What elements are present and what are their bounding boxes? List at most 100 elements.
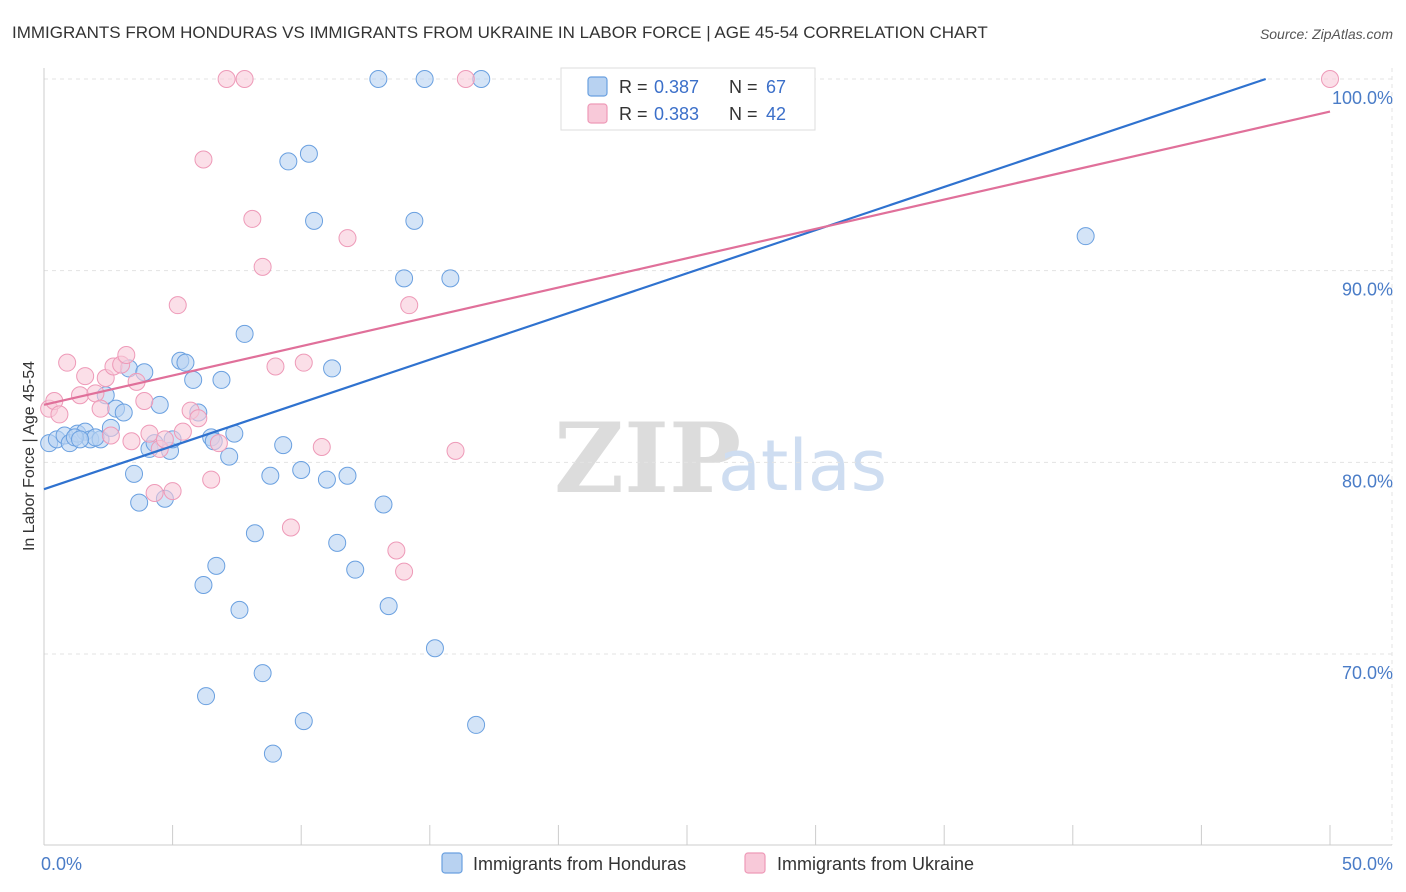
point-ukraine	[91, 399, 110, 418]
point-honduras	[263, 744, 282, 763]
chart-source: Source: ZipAtlas.com	[1260, 26, 1393, 42]
point-honduras	[405, 211, 424, 230]
legend-swatch-ukraine	[587, 103, 608, 124]
point-honduras	[317, 470, 336, 489]
legend-n-value-ukraine: 42	[766, 104, 786, 124]
point-honduras	[294, 712, 313, 731]
series-legend-label-ukraine: Immigrants from Ukraine	[777, 854, 974, 874]
legend-r-label-honduras: R =	[619, 77, 648, 97]
point-ukraine	[122, 432, 141, 451]
point-ukraine	[155, 430, 174, 449]
y-tick-label: 100.0%	[1332, 88, 1393, 108]
point-honduras	[395, 269, 414, 288]
point-honduras	[472, 70, 491, 88]
point-ukraine	[209, 434, 228, 453]
point-ukraine	[217, 70, 236, 88]
point-honduras	[150, 395, 169, 414]
point-ukraine	[140, 424, 159, 443]
point-honduras	[212, 370, 231, 389]
point-honduras	[274, 436, 293, 455]
point-ukraine	[387, 541, 406, 560]
point-ukraine	[281, 518, 300, 537]
point-ukraine	[163, 482, 182, 501]
point-ukraine	[173, 422, 192, 441]
point-honduras	[379, 597, 398, 616]
legend-r-value-honduras: 0.387	[654, 77, 699, 97]
point-ukraine	[456, 70, 475, 88]
point-honduras	[279, 152, 298, 171]
point-honduras	[369, 70, 388, 88]
point-honduras	[425, 639, 444, 658]
point-ukraine	[50, 405, 69, 424]
point-ukraine	[294, 353, 313, 372]
point-ukraine	[101, 426, 120, 445]
point-ukraine	[202, 470, 221, 489]
watermark-atlas: atlas	[718, 425, 887, 507]
point-honduras	[235, 324, 254, 343]
point-ukraine	[145, 484, 164, 502]
point-ukraine	[400, 296, 419, 315]
scatter-points	[40, 70, 1339, 763]
point-ukraine	[76, 367, 95, 386]
point-ukraine	[312, 438, 331, 456]
x-tick-label: 0.0%	[41, 854, 82, 874]
point-honduras	[299, 144, 318, 163]
y-tick-label: 70.0%	[1342, 663, 1393, 683]
point-ukraine	[168, 296, 187, 315]
point-honduras	[130, 493, 149, 512]
point-honduras	[71, 430, 90, 449]
point-honduras	[86, 428, 105, 447]
point-honduras	[207, 556, 226, 575]
legend-r-value-ukraine: 0.383	[654, 104, 699, 124]
point-honduras	[467, 715, 486, 734]
point-ukraine	[266, 357, 285, 376]
series-legend-swatch-ukraine	[744, 852, 766, 874]
legend-swatch-honduras	[587, 76, 608, 97]
trend-lines	[43, 77, 1331, 491]
point-honduras	[176, 353, 195, 372]
point-ukraine	[235, 70, 254, 88]
point-ukraine	[338, 229, 357, 248]
point-ukraine	[58, 353, 77, 372]
point-ukraine	[446, 441, 465, 460]
point-honduras	[197, 687, 216, 706]
chart-title: IMMIGRANTS FROM HONDURAS VS IMMIGRANTS F…	[12, 23, 988, 42]
trend-line-ukraine	[43, 110, 1331, 406]
point-honduras	[220, 447, 239, 466]
y-axis-title: In Labor Force | Age 45-54	[21, 361, 38, 551]
legend-n-value-honduras: 67	[766, 77, 786, 97]
legend-n-label-ukraine: N =	[729, 104, 758, 124]
point-honduras	[253, 664, 272, 683]
point-ukraine	[194, 150, 213, 169]
point-honduras	[1076, 227, 1095, 246]
point-ukraine	[117, 346, 136, 364]
point-honduras	[230, 600, 249, 619]
y-tick-label: 80.0%	[1342, 471, 1393, 491]
point-honduras	[305, 211, 324, 230]
point-ukraine	[253, 257, 272, 276]
point-honduras	[114, 403, 133, 422]
point-honduras	[346, 560, 365, 579]
point-honduras	[441, 269, 460, 288]
point-honduras	[184, 370, 203, 389]
point-honduras	[415, 70, 434, 88]
legend-n-label-honduras: N =	[729, 77, 758, 97]
point-honduras	[292, 461, 311, 479]
point-ukraine	[395, 562, 414, 581]
point-honduras	[261, 466, 280, 485]
point-honduras	[125, 464, 144, 483]
correlation-legend: R = 0.387 N = 67 R = 0.383 N = 42	[560, 67, 816, 131]
point-honduras	[374, 495, 393, 514]
point-honduras	[245, 524, 264, 543]
point-honduras	[323, 359, 342, 378]
point-ukraine	[1321, 70, 1339, 88]
point-honduras	[194, 576, 213, 594]
legend-r-label-ukraine: R =	[619, 104, 648, 124]
trend-line-honduras	[43, 77, 1267, 491]
point-ukraine	[135, 392, 154, 410]
series-legend-label-honduras: Immigrants from Honduras	[473, 854, 686, 874]
point-ukraine	[189, 409, 208, 428]
point-honduras	[328, 533, 347, 552]
point-ukraine	[243, 209, 262, 228]
